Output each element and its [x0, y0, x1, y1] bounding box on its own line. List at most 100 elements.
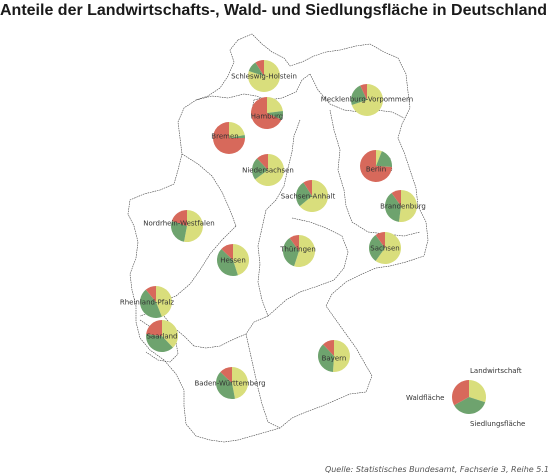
pie-bayern-slice-landwirtschaft	[333, 340, 350, 372]
pie-berlin-slice-wald	[376, 151, 393, 167]
pie-thueringen-slice-wald	[283, 238, 299, 267]
pie-bremen-slice-landwirtschaft	[229, 121, 245, 138]
pie-mecklenburg-vorpommern-slice-landwirtschaft	[351, 84, 383, 116]
pie-thueringen-slice-landwirtschaft	[294, 235, 315, 267]
pie-saarland-slice-wald	[146, 333, 173, 352]
pie-schleswig-holstein	[247, 60, 280, 92]
label-niedersachsen: Niedersachsen	[242, 167, 294, 175]
label-bayern: Bayern	[322, 355, 347, 363]
border-rp-bw	[139, 311, 195, 347]
pie-rheinland-pfalz-slice-siedlung	[145, 286, 156, 302]
pie-thueringen-slice-siedlung	[289, 235, 299, 251]
pie-saarland	[146, 320, 178, 352]
border-bw-by	[245, 333, 281, 429]
pie-nordrhein-westfalen	[170, 210, 203, 242]
border-ni-st	[265, 119, 301, 211]
label-nordrhein-westfalen: Nordrhein-Westfalen	[143, 220, 215, 228]
pie-thueringen	[283, 235, 315, 267]
border-saar	[139, 319, 179, 363]
pie-sachsen-slice-siedlung	[375, 232, 385, 248]
label-berlin: Berlin	[366, 166, 386, 174]
label-schleswig-holstein: Schleswig-Holstein	[231, 73, 297, 81]
pie-hessen-slice-siedlung	[221, 244, 233, 260]
pie-rheinland-pfalz	[139, 286, 173, 319]
pie-sachsen	[369, 232, 402, 264]
pie-brandenburg-slice-wald	[385, 193, 401, 222]
pie-hamburg-slice-wald	[267, 110, 283, 120]
pie-rheinland-pfalz-slice-landwirtschaft	[156, 286, 173, 317]
pie-niedersachsen-slice-wald	[252, 158, 268, 180]
label-rheinland-pfalz: Rheinland-Pfalz	[120, 299, 175, 307]
pie-brandenburg-slice-landwirtschaft	[398, 189, 418, 222]
pie-baden-wuerttemberg-slice-siedlung	[220, 367, 232, 383]
pie-berlin-slice-landwirtschaft	[376, 150, 382, 166]
pie-nordrhein-westfalen-slice-wald	[170, 221, 187, 242]
border-ni-nw	[181, 153, 237, 227]
pie-hamburg	[251, 97, 283, 129]
legend: Landwirtschaft Waldfläche Siedlungsfläch…	[406, 367, 525, 428]
pie-charts	[139, 60, 418, 400]
pie-berlin	[360, 150, 393, 182]
pie-sachsen-anhalt-slice-wald	[295, 182, 312, 207]
pie-mecklenburg-vorpommern-slice-siedlung	[360, 84, 367, 100]
pie-bayern-slice-wald	[318, 344, 334, 372]
pie-nordrhein-westfalen-slice-landwirtschaft	[184, 210, 203, 242]
legend-label-wald: Waldfläche	[406, 394, 444, 402]
label-brandenburg: Brandenburg	[380, 203, 426, 211]
pie-sachsen-anhalt-slice-landwirtschaft	[299, 180, 328, 212]
legend-pie	[451, 380, 487, 415]
pie-hessen-slice-landwirtschaft	[233, 244, 250, 276]
legend-label-landwirtschaft: Landwirtschaft	[470, 367, 522, 375]
pie-hamburg-slice-siedlung	[251, 97, 282, 129]
pie-saarland-slice-landwirtschaft	[162, 320, 178, 348]
pie-saarland-slice-siedlung	[146, 320, 162, 336]
pie-schleswig-holstein-slice-wald	[248, 62, 264, 76]
pie-berlin-slice-siedlung	[360, 150, 392, 182]
border-he-by	[193, 315, 269, 349]
pie-sachsen-slice-wald	[369, 235, 385, 261]
border-th-sn	[267, 217, 349, 317]
pie-brandenburg	[385, 189, 418, 222]
pie-bremen-slice-wald	[229, 135, 245, 138]
pie-sachsen-slice-landwirtschaft	[375, 232, 402, 264]
label-sachsen-anhalt: Sachsen-Anhalt	[281, 193, 336, 201]
pie-brandenburg-slice-siedlung	[391, 190, 401, 206]
pie-schleswig-holstein-slice-landwirtschaft	[247, 60, 280, 92]
legend-pie-slice-landwirtschaft	[469, 380, 487, 403]
label-sachsen: Sachsen	[370, 245, 399, 253]
pie-baden-wuerttemberg-slice-landwirtschaft	[232, 367, 249, 399]
pie-hessen-slice-wald	[217, 249, 238, 276]
legend-pie-slice-siedlung	[451, 380, 469, 406]
pie-nordrhein-westfalen-slice-siedlung	[171, 210, 187, 226]
pie-bremen	[213, 121, 245, 154]
pie-bayern-slice-siedlung	[323, 340, 334, 356]
pie-mecklenburg-vorpommern-slice-wald	[350, 85, 367, 105]
pie-bayern	[318, 340, 350, 372]
pie-bremen-slice-siedlung	[213, 122, 245, 154]
legend-label-siedlung: Siedlungsfläche	[470, 420, 525, 428]
pie-hessen	[217, 244, 250, 276]
label-baden-wuerttemberg: Baden-Württemberg	[194, 380, 265, 388]
pie-niedersachsen-slice-siedlung	[257, 154, 268, 170]
pie-hamburg-slice-landwirtschaft	[267, 97, 283, 113]
source-note: Quelle: Statistisches Bundesamt, Fachser…	[324, 465, 549, 474]
pie-baden-wuerttemberg	[216, 367, 249, 400]
label-hamburg: Hamburg	[251, 113, 283, 121]
label-hessen: Hessen	[220, 257, 246, 265]
map-title: Anteile der Landwirtschafts-, Wald- und …	[0, 2, 548, 19]
label-saarland: Saarland	[146, 333, 177, 341]
border-ni-mv	[309, 73, 405, 119]
label-mecklenburg-vorpommern: Mecklenburg-Vorpommern	[321, 96, 413, 104]
label-thueringen: Thüringen	[279, 246, 316, 254]
border-he-th	[257, 209, 269, 317]
label-bremen: Bremen	[211, 133, 238, 141]
germany-outline	[127, 33, 429, 443]
pie-sachsen-anhalt	[295, 180, 328, 212]
pie-schleswig-holstein-slice-siedlung	[255, 60, 264, 76]
pie-niedersachsen	[252, 154, 285, 186]
legend-pie-slice-wald	[454, 397, 486, 415]
pie-sachsen-anhalt-slice-siedlung	[303, 180, 312, 196]
pie-rheinland-pfalz-slice-wald	[139, 289, 162, 319]
pie-baden-wuerttemberg-slice-wald	[216, 372, 235, 400]
